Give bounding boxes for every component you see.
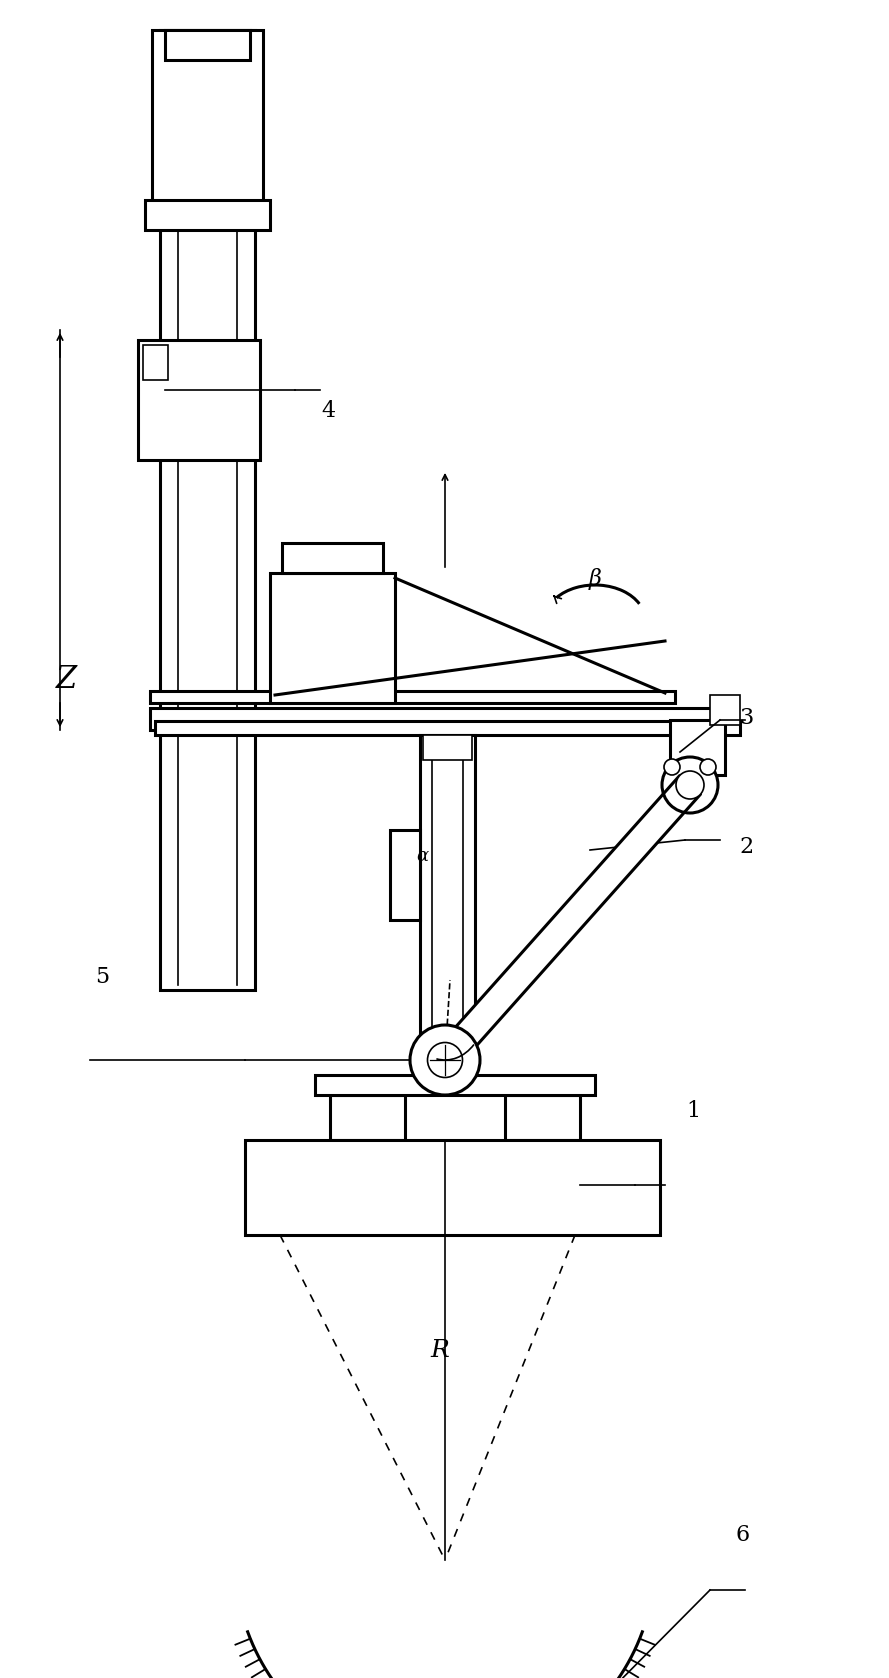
Bar [145,200,270,230]
Bar [315,1076,595,1096]
Bar [152,30,263,215]
Circle shape [428,1042,462,1077]
Bar [423,735,472,760]
Bar [143,346,168,379]
Text: 1: 1 [686,1099,701,1123]
Text: 3: 3 [740,706,754,730]
Bar [390,831,420,920]
Text: 2: 2 [740,836,754,859]
Text: 5: 5 [95,965,109,988]
Bar [330,1096,405,1139]
Text: Z: Z [56,664,77,695]
Text: α: α [416,847,428,864]
Bar [270,572,395,703]
Bar [150,691,675,703]
Bar [670,720,725,775]
Text: R: R [430,1339,450,1363]
Bar [245,1139,660,1235]
Circle shape [700,758,716,775]
Circle shape [662,757,718,814]
Text: 4: 4 [322,399,336,423]
Polygon shape [435,775,701,1069]
Bar [282,544,383,572]
Circle shape [664,758,680,775]
Bar [155,722,740,735]
Bar [505,1096,580,1139]
Circle shape [410,1025,480,1096]
Bar [150,708,715,730]
Text: β: β [589,567,602,591]
Bar [160,30,255,990]
Text: 6: 6 [735,1524,749,1547]
Bar [710,695,740,725]
Bar [165,30,250,60]
Bar [420,735,475,1060]
Circle shape [676,770,704,799]
Bar [138,341,260,460]
